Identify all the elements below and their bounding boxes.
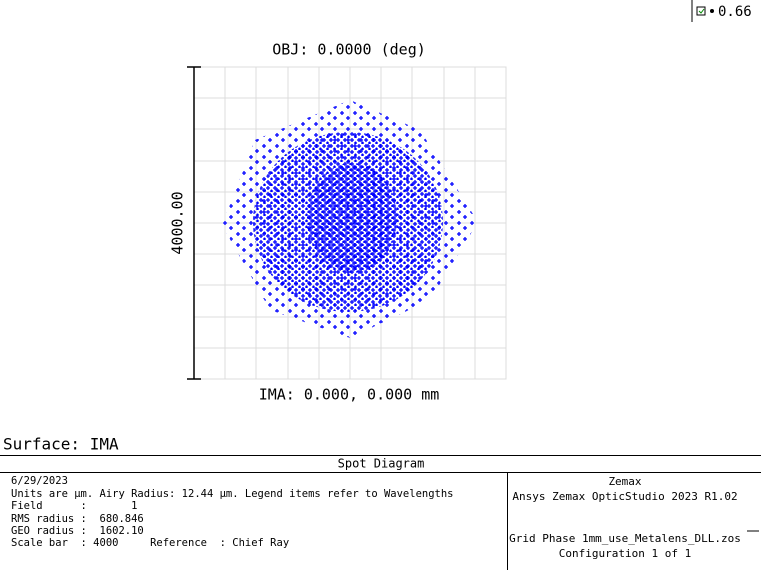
info-right: Zemax Ansys Zemax OpticStudio 2023 R1.02… [509, 475, 741, 560]
info-line: Zemax [608, 475, 641, 488]
info-line: Units are µm. Airy Radius: 12.44 µm. Leg… [11, 488, 454, 500]
info-line: GEO radius : 1602.10 [11, 525, 144, 537]
info-line: Grid Phase 1mm_use_Metalens_DLL.zos [509, 532, 741, 545]
info-line: 6/29/2023 [11, 475, 68, 487]
spot-cloud [222, 100, 478, 338]
plot-footer: IMA: 0.000, 0.000 mm [259, 386, 440, 404]
info-left: 6/29/2023 Units are µm. Airy Radius: 12.… [11, 475, 454, 549]
info-line: Scale bar : 4000 Reference : Chief Ray [11, 537, 289, 549]
surface-label: Surface: IMA [3, 435, 119, 454]
info-line: RMS radius : 680.846 [11, 513, 144, 525]
checkbox-icon [696, 6, 706, 16]
info-title: Spot Diagram [338, 457, 425, 471]
info-line: Configuration 1 of 1 [559, 547, 691, 560]
scale-label: 4000.00 [169, 191, 187, 254]
indicator: 0.66 [691, 0, 752, 22]
plot-title: OBJ: 0.0000 (deg) [272, 41, 426, 59]
indicator-value: 0.66 [718, 4, 752, 20]
info-line: Ansys Zemax OpticStudio 2023 R1.02 [512, 490, 737, 503]
scale-bar [187, 66, 201, 380]
info-line: Field : 1 [11, 500, 137, 512]
info-table [0, 455, 761, 570]
